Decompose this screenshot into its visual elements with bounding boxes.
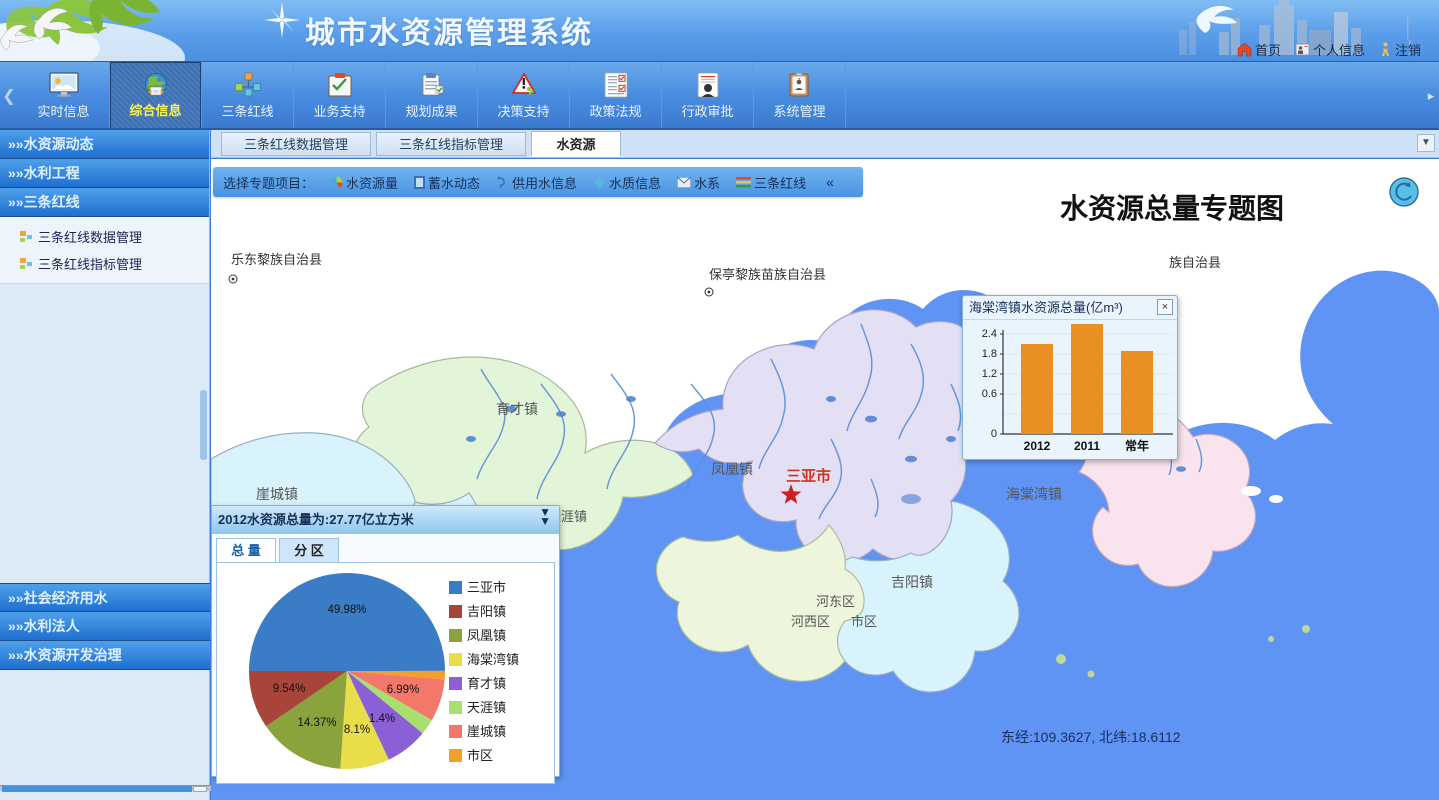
svg-text:育才镇: 育才镇 (467, 676, 506, 691)
svg-text:凤凰镇: 凤凰镇 (711, 461, 753, 477)
svg-text:1.4%: 1.4% (369, 713, 395, 725)
svg-text:崖城镇: 崖城镇 (256, 486, 298, 502)
svg-text:6.99%: 6.99% (387, 684, 420, 696)
svg-text:市区: 市区 (467, 748, 493, 763)
svg-text:14.37%: 14.37% (297, 717, 336, 729)
svg-text:2011: 2011 (1074, 439, 1100, 453)
svg-text:天涯镇: 天涯镇 (467, 700, 506, 715)
svg-text:海棠湾镇: 海棠湾镇 (1006, 486, 1062, 502)
svg-text:保亭黎族苗族自治县: 保亭黎族苗族自治县 (709, 267, 826, 282)
svg-text:崖城镇: 崖城镇 (467, 724, 506, 739)
svg-text:9.54%: 9.54% (273, 683, 306, 695)
svg-text:2012: 2012 (1024, 439, 1051, 453)
svg-text:常年: 常年 (1125, 438, 1149, 453)
svg-text:河西区: 河西区 (791, 614, 830, 629)
svg-text:乐东黎族自治县: 乐东黎族自治县 (231, 252, 322, 267)
svg-text:1.8: 1.8 (982, 348, 997, 360)
svg-text:49.98%: 49.98% (327, 604, 366, 616)
svg-text:吉阳镇: 吉阳镇 (891, 574, 933, 590)
svg-text:1.2: 1.2 (982, 368, 997, 380)
svg-text:0: 0 (991, 428, 997, 440)
svg-text:2.4: 2.4 (982, 328, 997, 340)
svg-text:育才镇: 育才镇 (496, 401, 538, 417)
svg-text:三亚市: 三亚市 (467, 580, 506, 595)
svg-text:市区: 市区 (851, 614, 877, 629)
svg-text:8.1%: 8.1% (344, 724, 370, 736)
svg-text:河东区: 河东区 (816, 594, 855, 609)
svg-text:海棠湾镇: 海棠湾镇 (467, 652, 519, 667)
svg-text:吉阳镇: 吉阳镇 (467, 604, 506, 619)
svg-text:族自治县: 族自治县 (1169, 255, 1221, 270)
svg-text:凤凰镇: 凤凰镇 (467, 628, 506, 643)
svg-text:三亚市: 三亚市 (786, 467, 831, 485)
svg-text:0.6: 0.6 (982, 388, 997, 400)
